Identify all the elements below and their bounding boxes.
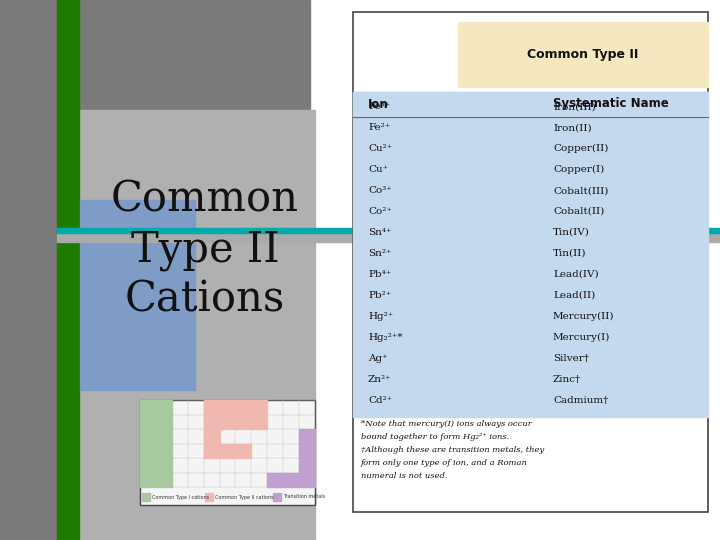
Text: Iron(III): Iron(III) xyxy=(553,102,595,111)
Bar xyxy=(140,458,156,472)
Bar xyxy=(140,415,156,429)
Bar xyxy=(140,400,156,415)
Text: Fe²⁺: Fe²⁺ xyxy=(368,123,390,132)
Text: Tin(II): Tin(II) xyxy=(553,249,587,258)
Bar xyxy=(235,415,251,429)
Bar xyxy=(0,0,100,540)
Bar xyxy=(204,415,220,429)
Bar xyxy=(140,429,156,443)
Text: Pb²⁺: Pb²⁺ xyxy=(368,291,391,300)
Bar xyxy=(251,400,267,415)
Text: Lead(IV): Lead(IV) xyxy=(553,270,598,279)
Bar xyxy=(220,400,235,415)
Bar xyxy=(267,472,283,487)
Bar xyxy=(235,443,251,458)
Text: Ion: Ion xyxy=(368,98,389,111)
Text: *Note that mercury(I) ions always occur: *Note that mercury(I) ions always occur xyxy=(361,420,532,428)
Text: Fe³⁺: Fe³⁺ xyxy=(368,102,390,111)
Text: Silver†: Silver† xyxy=(553,354,589,363)
Text: Ag⁺: Ag⁺ xyxy=(368,354,387,363)
Text: Type II: Type II xyxy=(131,229,279,271)
Text: Sn⁴⁺: Sn⁴⁺ xyxy=(368,228,392,237)
Text: Sn²⁺: Sn²⁺ xyxy=(368,249,392,258)
FancyBboxPatch shape xyxy=(353,12,708,512)
Text: Tin(IV): Tin(IV) xyxy=(553,228,590,237)
Text: Iron(II): Iron(II) xyxy=(553,123,592,132)
Bar xyxy=(156,458,172,472)
Text: Cadmium†: Cadmium† xyxy=(553,396,608,404)
Bar xyxy=(299,458,315,472)
Bar xyxy=(299,472,315,487)
Bar xyxy=(235,400,251,415)
Text: Cu²⁺: Cu²⁺ xyxy=(368,144,392,153)
Text: bound together to form Hg₂²⁺ ions.: bound together to form Hg₂²⁺ ions. xyxy=(361,433,509,441)
Bar xyxy=(204,400,220,415)
Text: Common Type I cations: Common Type I cations xyxy=(152,495,209,500)
Text: form only one type of ion, and a Roman: form only one type of ion, and a Roman xyxy=(361,459,528,467)
Text: Transition metals: Transition metals xyxy=(283,495,325,500)
Text: Hg²⁺: Hg²⁺ xyxy=(368,312,393,321)
Bar xyxy=(299,443,315,458)
Bar xyxy=(156,400,172,415)
Bar xyxy=(57,228,720,233)
Bar xyxy=(57,0,79,540)
Bar xyxy=(353,92,708,417)
Bar xyxy=(273,493,281,501)
Bar xyxy=(156,472,172,487)
Bar xyxy=(156,429,172,443)
Bar xyxy=(205,493,213,501)
Bar xyxy=(204,443,220,458)
Bar xyxy=(299,429,315,443)
Text: numeral is not used.: numeral is not used. xyxy=(361,472,448,480)
Bar xyxy=(251,415,267,429)
Bar xyxy=(353,92,708,117)
Text: Common: Common xyxy=(111,179,299,221)
Text: Co²⁺: Co²⁺ xyxy=(368,207,392,216)
Bar xyxy=(283,472,299,487)
Text: Copper(II): Copper(II) xyxy=(553,144,608,153)
Text: Mercury(II): Mercury(II) xyxy=(553,312,614,321)
Bar xyxy=(220,443,235,458)
Bar xyxy=(140,472,156,487)
Bar xyxy=(0,0,310,540)
Text: Common Type II: Common Type II xyxy=(527,48,639,61)
Text: Co³⁺: Co³⁺ xyxy=(368,186,392,195)
Bar xyxy=(142,493,150,501)
Bar xyxy=(57,234,720,242)
FancyBboxPatch shape xyxy=(140,400,315,505)
Bar xyxy=(220,415,235,429)
Text: Mercury(I): Mercury(I) xyxy=(553,333,611,342)
Text: Pb⁴⁺: Pb⁴⁺ xyxy=(368,270,391,279)
Bar xyxy=(80,200,195,390)
Text: Cobalt(III): Cobalt(III) xyxy=(553,186,608,195)
Text: Common Type II cations: Common Type II cations xyxy=(215,495,274,500)
Text: †Although these are transition metals, they: †Although these are transition metals, t… xyxy=(361,446,544,454)
Text: Lead(II): Lead(II) xyxy=(553,291,595,300)
Text: Cu⁺: Cu⁺ xyxy=(368,165,388,174)
Bar xyxy=(156,415,172,429)
Text: Zinc†: Zinc† xyxy=(553,375,581,384)
Text: Hg₂²⁺*: Hg₂²⁺* xyxy=(368,333,402,342)
Text: Copper(I): Copper(I) xyxy=(553,165,604,174)
Text: Cobalt(II): Cobalt(II) xyxy=(553,207,604,216)
Text: Cd²⁺: Cd²⁺ xyxy=(368,396,392,404)
Text: Systematic Name: Systematic Name xyxy=(553,98,669,111)
Bar xyxy=(204,429,220,443)
Bar xyxy=(140,443,156,458)
Text: Cations: Cations xyxy=(125,279,285,321)
Bar xyxy=(156,443,172,458)
Bar xyxy=(458,22,708,87)
Text: Zn²⁺: Zn²⁺ xyxy=(368,375,392,384)
Bar xyxy=(80,110,315,540)
